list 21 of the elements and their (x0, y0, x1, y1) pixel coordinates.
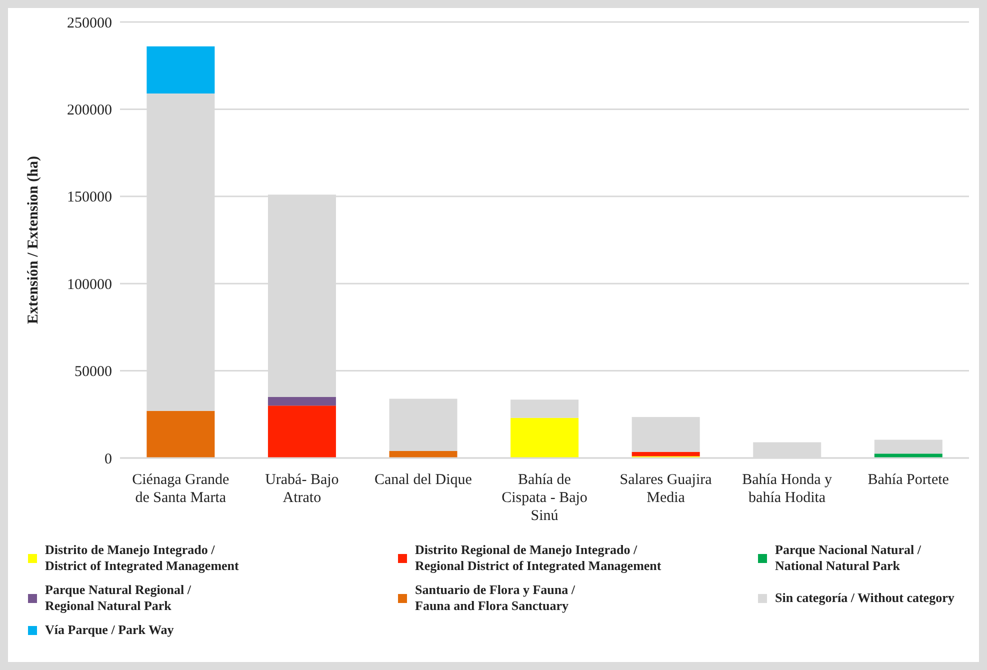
x-tick-label: Salares Guajira Media (620, 472, 712, 506)
legend-label: Distrito de Manejo Integrado / District of Integrated Management (45, 542, 239, 574)
y-tick-label: 200000 (67, 102, 112, 119)
legend-label: Vía Parque / Park Way (45, 622, 174, 638)
x-tick-label: Ciénaga Grande de Santa Marta (132, 472, 230, 506)
legend-label: Parque Nacional Natural / National Natural Park (775, 542, 922, 574)
y-tick-label: 100000 (67, 276, 112, 293)
legend-label: Santuario de Flora y Fauna / Fauna and Flora Sanctuary (415, 582, 575, 614)
legend-label: Sin categoría / Without category (775, 590, 954, 606)
y-tick-label: 150000 (67, 190, 112, 206)
x-tick-label: Bahía de Cispata - Bajo Sinú (502, 472, 588, 524)
x-tick-label: Urabá- Bajo Atrato (265, 472, 339, 506)
y-tick-label: 0 (104, 451, 112, 468)
y-tick-label: 250000 (67, 15, 112, 32)
x-tick-label: Bahía Honda y bahía Hodita (742, 472, 833, 506)
y-axis-title: Extensión / Extension (ha) (25, 156, 42, 324)
y-tick-label: 50000 (74, 364, 112, 380)
legend-label: Distrito Regional de Manejo Integrado / Regional District of Integrated Management (415, 542, 662, 574)
x-tick-label: Bahía Portete (868, 472, 950, 488)
legend-label: Parque Natural Regional / Regional Natural Park (45, 582, 192, 614)
x-tick-label: Canal del Dique (374, 472, 472, 488)
